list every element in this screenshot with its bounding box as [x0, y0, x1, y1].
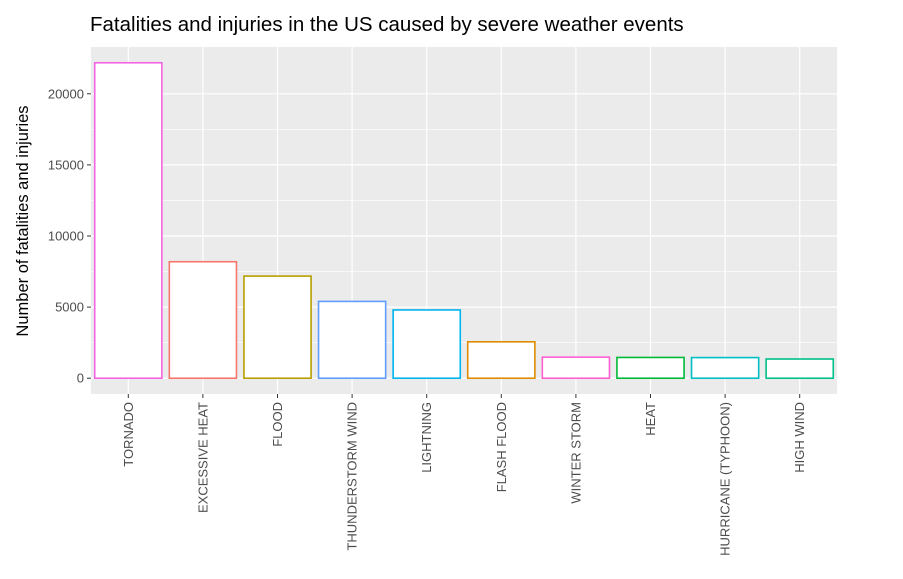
bar-heat: [616, 356, 685, 380]
y-tick-label: 0: [77, 371, 84, 386]
x-tick-label: THUNDERSTORM WIND: [345, 402, 360, 551]
y-axis-label: Number of fatalities and injuries: [14, 105, 32, 336]
x-tick-label: FLASH FLOOD: [494, 402, 509, 492]
x-tick-label: FLOOD: [270, 402, 285, 447]
x-tick-label: EXCESSIVE HEAT: [195, 402, 210, 513]
bars: [93, 61, 835, 380]
x-tick-label: HURRICANE (TYPHOON): [718, 402, 733, 556]
bar-hurricane-typhoon: [690, 356, 760, 380]
x-tick-label: TORNADO: [121, 402, 136, 467]
bar-thunderstorm-wind: [317, 300, 387, 380]
x-tick-label: WINTER STORM: [568, 402, 583, 504]
bar-high-wind: [765, 358, 835, 380]
bar-lightning: [392, 309, 462, 380]
x-tick-label: HIGH WIND: [792, 402, 807, 473]
y-tick-label: 15000: [48, 157, 84, 172]
y-tick-label: 20000: [48, 86, 84, 101]
chart-title: Fatalities and injuries in the US caused…: [90, 13, 684, 36]
bar-flood: [243, 275, 312, 380]
y-axis: 0 5000 10000 15000 20000: [48, 86, 91, 386]
x-tick-label: HEAT: [643, 402, 658, 436]
y-tick-label: 10000: [48, 229, 84, 244]
bar-tornado: [93, 61, 163, 380]
y-tick-label: 5000: [55, 300, 84, 315]
bar-winter-storm: [541, 356, 611, 380]
x-axis: TORNADO EXCESSIVE HEAT FLOOD THUNDERSTORM W…: [121, 394, 807, 556]
bar-flash-flood: [466, 341, 536, 380]
x-tick-label: LIGHTNING: [419, 402, 434, 473]
bar-excessive-heat: [168, 260, 238, 380]
